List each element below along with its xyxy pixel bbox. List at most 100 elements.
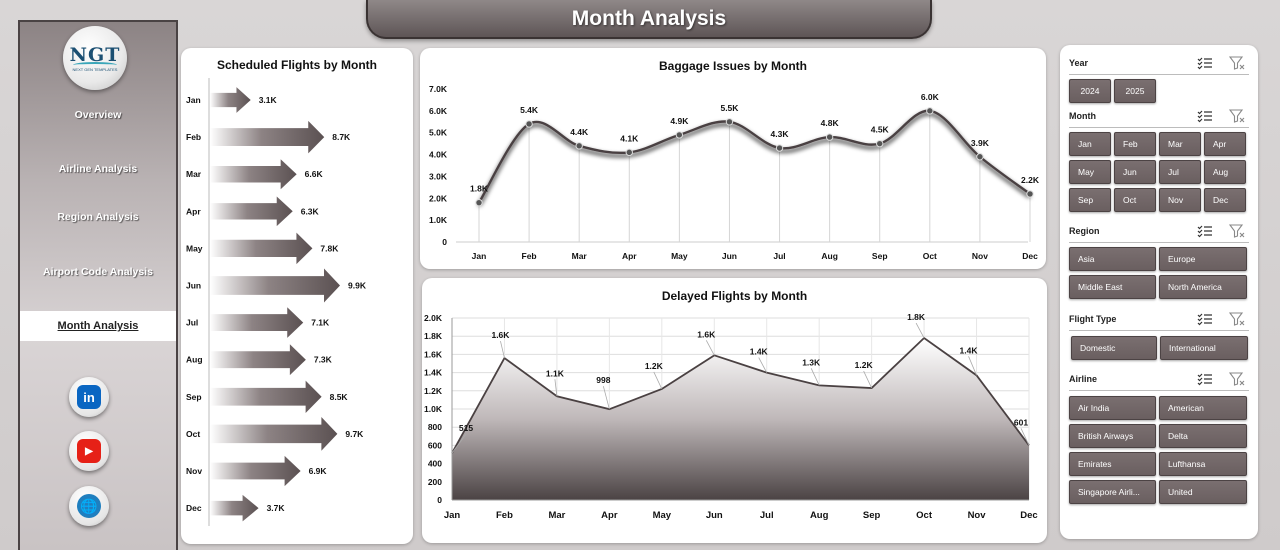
clear-filter-icon[interactable] (1229, 372, 1245, 386)
youtube-button[interactable]: ▶ (69, 431, 109, 471)
clear-filter-icon[interactable] (1229, 224, 1245, 238)
flight-type-option-domestic[interactable]: Domestic (1071, 336, 1157, 360)
baggage-label-jan: 1.8K (470, 184, 489, 194)
month-option-nov[interactable]: Nov (1159, 188, 1201, 212)
airline-option-delta[interactable]: Delta (1159, 424, 1247, 448)
scheduled-tick-dec: Dec (186, 503, 202, 513)
delayed-leader-sep (863, 370, 872, 389)
year-option-2025[interactable]: 2025 (1114, 79, 1156, 103)
nav-item-month-analysis[interactable]: Month Analysis (20, 311, 176, 341)
region-option-north-america[interactable]: North America (1159, 275, 1247, 299)
multi-select-icon[interactable] (1197, 312, 1213, 326)
scheduled-tick-sep: Sep (186, 392, 202, 402)
delayed-leader-jul (758, 357, 768, 373)
baggage-label-jul: 4.3K (771, 129, 790, 139)
delayed-xtick-nov: Nov (968, 510, 987, 521)
baggage-point-apr (625, 148, 633, 157)
scheduled-bar-jan (210, 87, 251, 113)
delayed-leader-feb (500, 340, 505, 359)
nav-item-airline-analysis[interactable]: Airline Analysis (58, 163, 138, 175)
baggage-xtick-oct: Oct (923, 251, 937, 261)
scheduled-flights-title: Scheduled Flights by Month (217, 58, 377, 72)
baggage-issues-title: Baggage Issues by Month (658, 59, 808, 73)
delayed-ytick-3: 600 (428, 440, 442, 450)
slicer-panel: Year 2024 2025 Month Region Asia Europe … (1060, 45, 1258, 539)
clear-filter-icon[interactable] (1229, 56, 1245, 70)
delayed-label-oct: 1.8K (907, 312, 926, 322)
scheduled-tick-jul: Jul (186, 318, 198, 328)
scheduled-bar-oct (210, 417, 338, 451)
clear-filter-icon[interactable] (1229, 109, 1245, 123)
website-button[interactable]: 🌐 (69, 486, 109, 526)
logo-text: NGT (69, 44, 121, 66)
scheduled-label-sep: 8.5K (330, 392, 349, 402)
airline-option-emirates[interactable]: Emirates (1069, 452, 1156, 476)
airline-option-american[interactable]: American (1159, 396, 1247, 420)
delayed-leader-oct (915, 322, 925, 339)
scheduled-bar-feb (210, 120, 325, 154)
baggage-xtick-jul: Jul (773, 251, 785, 261)
baggage-ytick-3: 3.0K (429, 171, 448, 181)
delayed-leader-nov (968, 356, 977, 376)
baggage-xtick-dec: Dec (1022, 251, 1038, 261)
month-option-jul[interactable]: Jul (1159, 160, 1201, 184)
clear-filter-icon[interactable] (1229, 312, 1245, 326)
delayed-leader-aug (810, 368, 820, 386)
nav-item-overview[interactable]: Overview (74, 109, 122, 121)
nav-item-region-analysis[interactable]: Region Analysis (57, 211, 139, 223)
delayed-flights-card: Delayed Flights by Month 0 200 400 600 800 1.… (422, 278, 1047, 543)
delayed-flights-title: Delayed Flights by Month (661, 289, 808, 303)
scheduled-bar-mar (210, 159, 297, 190)
month-option-oct[interactable]: Oct (1114, 188, 1156, 212)
scheduled-tick-feb: Feb (186, 132, 201, 142)
multi-select-icon[interactable] (1197, 372, 1213, 386)
baggage-ytick-1: 1.0K (429, 215, 448, 225)
delayed-xtick-mar: Mar (548, 510, 565, 521)
region-option-europe[interactable]: Europe (1159, 247, 1247, 271)
month-option-feb[interactable]: Feb (1114, 132, 1156, 156)
region-option-asia[interactable]: Asia (1069, 247, 1156, 271)
page-title: Month Analysis (571, 6, 727, 30)
month-option-mar[interactable]: Mar (1159, 132, 1201, 156)
multi-select-icon[interactable] (1197, 109, 1213, 123)
ngt-logo[interactable]: NGT NEXT GEN TEMPLATES (63, 26, 127, 90)
multi-select-icon[interactable] (1197, 56, 1213, 70)
scheduled-bar-nov (210, 455, 301, 487)
scheduled-label-feb: 8.7K (332, 132, 351, 142)
delayed-leader-jun (705, 340, 715, 356)
delayed-xtick-jul: Jul (760, 510, 774, 521)
baggage-point-nov (976, 153, 984, 161)
baggage-ytick-5: 5.0K (429, 128, 448, 138)
baggage-label-apr: 4.1K (620, 133, 639, 143)
year-slicer-label: Year (1069, 58, 1089, 68)
scheduled-label-may: 7.8K (320, 243, 339, 253)
airline-option-united[interactable]: United (1159, 480, 1247, 504)
delayed-label-jun: 1.6K (697, 329, 716, 339)
airline-option-british-airways[interactable]: British Airways (1069, 424, 1156, 448)
baggage-ytick-7: 7.0K (429, 84, 448, 94)
logo-swoosh (73, 62, 117, 68)
airline-option-air-india[interactable]: Air India (1069, 396, 1156, 420)
month-option-jun[interactable]: Jun (1114, 160, 1156, 184)
nav-item-airport-code-analysis[interactable]: Airport Code Analysis (43, 266, 153, 278)
delayed-ytick-0: 0 (437, 495, 442, 505)
multi-select-icon[interactable] (1197, 224, 1213, 238)
airline-option-lufthansa[interactable]: Lufthansa (1159, 452, 1247, 476)
month-option-dec[interactable]: Dec (1204, 188, 1246, 212)
airline-slicer-header: Airline (1069, 371, 1249, 391)
month-option-aug[interactable]: Aug (1204, 160, 1246, 184)
flight-type-slicer-header: Flight Type (1069, 311, 1249, 331)
month-option-jan[interactable]: Jan (1069, 132, 1111, 156)
month-option-may[interactable]: May (1069, 160, 1111, 184)
month-option-sep[interactable]: Sep (1069, 188, 1111, 212)
delayed-label-nov: 1.4K (960, 345, 979, 355)
year-slicer-header: Year (1069, 55, 1249, 75)
baggage-label-feb: 5.4K (520, 105, 539, 115)
flight-type-option-international[interactable]: International (1160, 336, 1248, 360)
delayed-label-jul: 1.4K (750, 347, 769, 357)
linkedin-button[interactable]: in (69, 377, 109, 417)
airline-option-singapore-airli[interactable]: Singapore Airli... (1069, 480, 1156, 504)
month-option-apr[interactable]: Apr (1204, 132, 1246, 156)
year-option-2024[interactable]: 2024 (1069, 79, 1111, 103)
region-option-middle-east[interactable]: Middle East (1069, 275, 1156, 299)
